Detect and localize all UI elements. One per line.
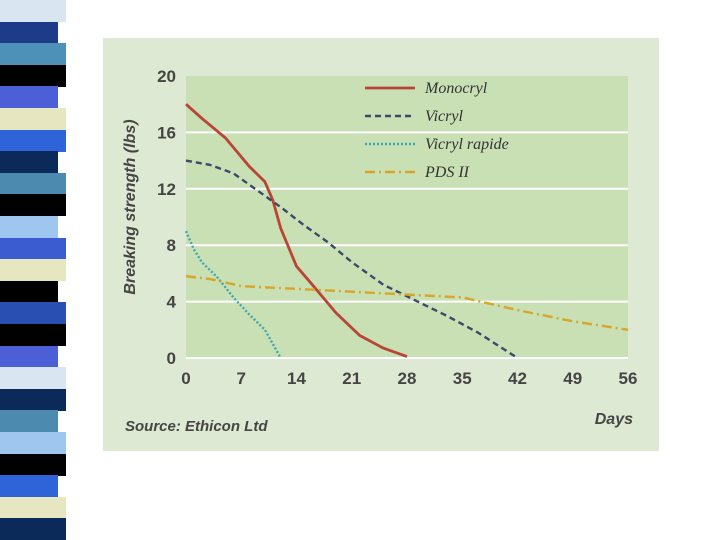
x-tick-label: 28 <box>398 369 417 388</box>
stripe-block <box>0 151 58 174</box>
x-tick-label: 35 <box>453 369 472 388</box>
stripe-block <box>0 410 58 433</box>
x-tick-label: 14 <box>287 369 306 388</box>
stripe-block <box>0 345 58 368</box>
y-tick-label: 20 <box>157 67 176 86</box>
stripe-block <box>0 280 58 303</box>
x-axis-ticks: 0 7 14 21 28 35 42 49 56 <box>181 369 637 388</box>
stripe-block <box>0 43 66 66</box>
stripe-block <box>0 108 66 131</box>
stripe-block <box>0 194 66 217</box>
y-tick-label: 0 <box>167 349 176 368</box>
stripe-block <box>0 367 66 390</box>
y-tick-label: 12 <box>157 180 176 199</box>
x-tick-label: 0 <box>181 369 190 388</box>
legend: Monocryl Vicryl Vicryl rapide PDS II <box>365 80 509 181</box>
stripe-block <box>0 129 66 152</box>
legend-label: Monocryl <box>424 80 488 97</box>
x-tick-label: 21 <box>342 369 361 388</box>
series-line-pds-ii <box>185 275 629 331</box>
stripe-block <box>0 237 66 260</box>
stripe-block <box>0 324 66 347</box>
stripe-block <box>0 475 58 498</box>
stripe-block <box>0 216 58 239</box>
stripe-block <box>0 172 66 195</box>
legend-label: Vicryl rapide <box>425 136 509 153</box>
line-chart: 0 4 8 12 16 20 0 7 14 21 28 35 42 49 56 Monocryl Vicry… <box>122 67 637 435</box>
stripe-block <box>0 21 58 44</box>
x-axis-label: Days <box>595 411 633 428</box>
y-axis-label: Breaking strength (lbs) <box>122 119 139 294</box>
chart-panel: 0 4 8 12 16 20 0 7 14 21 28 35 42 49 56 Monocryl Vicry… <box>103 38 659 451</box>
series-lines <box>184 103 629 360</box>
stripe-block <box>0 388 66 411</box>
grid-lines <box>186 131 628 359</box>
x-tick-label: 42 <box>508 369 527 388</box>
source-note: Source: Ethicon Ltd <box>125 418 268 435</box>
y-tick-label: 4 <box>167 293 177 312</box>
x-tick-label: 56 <box>619 369 638 388</box>
plot-area <box>186 76 628 358</box>
x-tick-label: 49 <box>563 369 582 388</box>
y-tick-label: 8 <box>167 236 176 255</box>
stripe-block <box>0 518 66 540</box>
decorative-stripe <box>0 0 66 540</box>
stripe-block <box>0 496 66 519</box>
y-axis-ticks: 0 4 8 12 16 20 <box>157 67 176 368</box>
stripe-block <box>0 453 66 476</box>
legend-label: PDS II <box>424 164 470 181</box>
stripe-block <box>0 259 66 282</box>
stripe-block <box>0 0 66 23</box>
x-tick-label: 7 <box>237 369 246 388</box>
stripe-block <box>0 302 66 325</box>
series-line-vicryl-rapide <box>184 230 282 359</box>
stripe-block <box>0 86 58 109</box>
legend-label: Vicryl <box>425 108 463 125</box>
stripe-block <box>0 432 66 455</box>
series-line-monocryl <box>185 103 408 358</box>
stripe-block <box>0 64 66 87</box>
y-tick-label: 16 <box>157 123 176 142</box>
